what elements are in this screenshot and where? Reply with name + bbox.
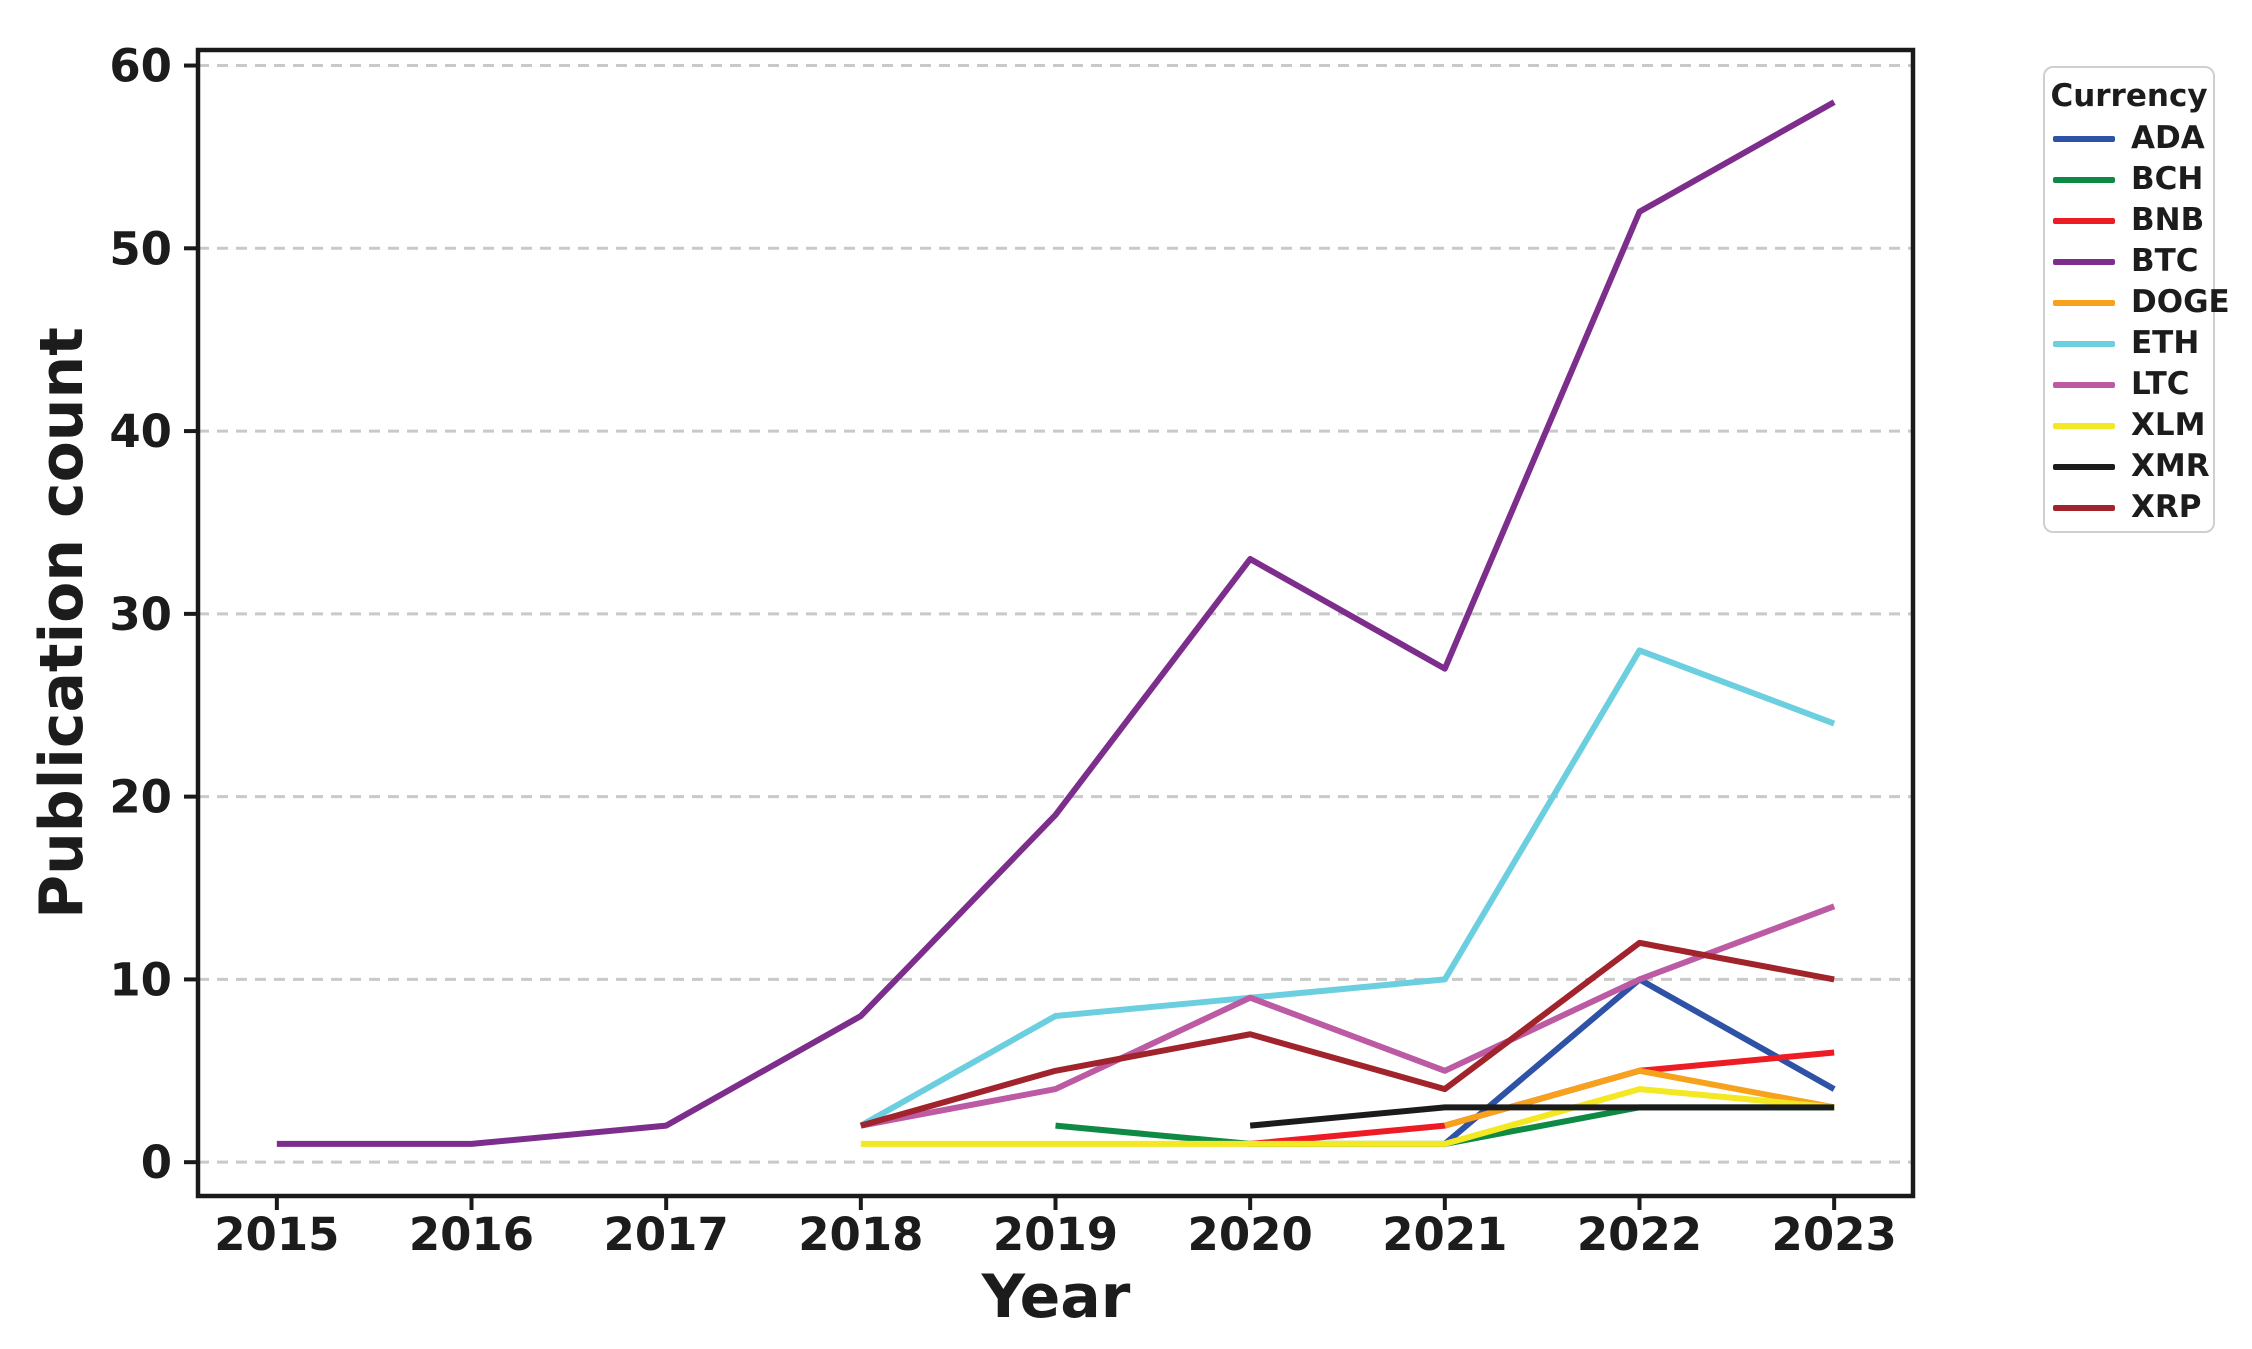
x-tick-label-2017: 2017 bbox=[604, 1208, 729, 1261]
legend-swatch-xmr bbox=[2053, 463, 2115, 470]
y-tick-label-10: 10 bbox=[109, 953, 172, 1006]
series-line-xlm bbox=[860, 1086, 1835, 1147]
legend-item-xrp: XRP bbox=[2045, 487, 2213, 528]
legend-label-xmr: XMR bbox=[2131, 448, 2210, 484]
legend-label-ltc: LTC bbox=[2131, 366, 2190, 402]
legend-swatch-ada bbox=[2053, 135, 2115, 142]
x-tick-label-2015: 2015 bbox=[214, 1208, 339, 1261]
y-tick-label-0: 0 bbox=[141, 1136, 172, 1189]
legend-label-ada: ADA bbox=[2131, 120, 2205, 156]
legend-swatch-bch bbox=[2053, 176, 2115, 183]
series-line-xrp bbox=[860, 939, 1835, 1129]
y-tick-label-30: 30 bbox=[109, 588, 172, 641]
legend-label-btc: BTC bbox=[2131, 243, 2199, 279]
legend-label-doge: DOGE bbox=[2131, 284, 2230, 320]
legend-item-btc: BTC bbox=[2045, 241, 2213, 282]
series-line-ada bbox=[1442, 976, 1836, 1147]
legend-swatch-bnb bbox=[2053, 217, 2115, 224]
x-tick-label-2019: 2019 bbox=[993, 1208, 1118, 1261]
legend-label-xrp: XRP bbox=[2131, 489, 2202, 525]
plot-border bbox=[195, 47, 1916, 1199]
x-tick-label-2021: 2021 bbox=[1382, 1208, 1507, 1261]
series-line-ltc bbox=[860, 903, 1836, 1129]
x-axis-label: Year bbox=[981, 1262, 1131, 1332]
legend-item-xlm: XLM bbox=[2045, 405, 2213, 446]
legend-item-bnb: BNB bbox=[2045, 200, 2213, 241]
y-tick-label-40: 40 bbox=[109, 405, 172, 458]
legend-label-bnb: BNB bbox=[2131, 202, 2205, 238]
legend-swatch-xlm bbox=[2053, 422, 2115, 429]
legend-item-eth: ETH bbox=[2045, 323, 2213, 364]
legend-swatch-xrp bbox=[2053, 504, 2115, 511]
series-line-xmr bbox=[1249, 1104, 1835, 1129]
legend-item-ltc: LTC bbox=[2045, 364, 2213, 405]
legend-label-bch: BCH bbox=[2131, 161, 2204, 197]
x-tick-label-2022: 2022 bbox=[1577, 1208, 1702, 1261]
x-tick-label-2018: 2018 bbox=[798, 1208, 923, 1261]
legend-item-doge: DOGE bbox=[2045, 282, 2230, 323]
x-tick-label-2016: 2016 bbox=[409, 1208, 534, 1261]
legend-rows: ADA BCH BNB BTC DOGE ETH LTC XLM XMR XRP bbox=[2045, 118, 2230, 528]
legend-swatch-btc bbox=[2053, 258, 2115, 265]
y-tick-label-50: 50 bbox=[109, 222, 172, 275]
y-tick-label-20: 20 bbox=[109, 771, 172, 824]
legend-title: Currency bbox=[2050, 78, 2208, 114]
y-axis-label: Publication count bbox=[27, 327, 97, 919]
legend-swatch-eth bbox=[2053, 340, 2115, 347]
x-tick-label-2023: 2023 bbox=[1772, 1208, 1897, 1261]
legend-label-eth: ETH bbox=[2131, 325, 2200, 361]
legend-item-bch: BCH bbox=[2045, 159, 2213, 200]
legend-label-xlm: XLM bbox=[2131, 407, 2206, 443]
legend-item-ada: ADA bbox=[2045, 118, 2213, 159]
legend-item-xmr: XMR bbox=[2045, 446, 2213, 487]
x-tick-label-2020: 2020 bbox=[1188, 1208, 1313, 1261]
legend-swatch-ltc bbox=[2053, 381, 2115, 388]
series-line-eth bbox=[859, 647, 1836, 1129]
legend-swatch-doge bbox=[2053, 299, 2115, 306]
series-line-btc bbox=[276, 99, 1836, 1147]
legend: Currency ADA BCH BNB BTC DOGE ETH LTC XLM XMR XRP bbox=[2043, 66, 2230, 533]
y-tick-label-60: 60 bbox=[109, 40, 172, 93]
